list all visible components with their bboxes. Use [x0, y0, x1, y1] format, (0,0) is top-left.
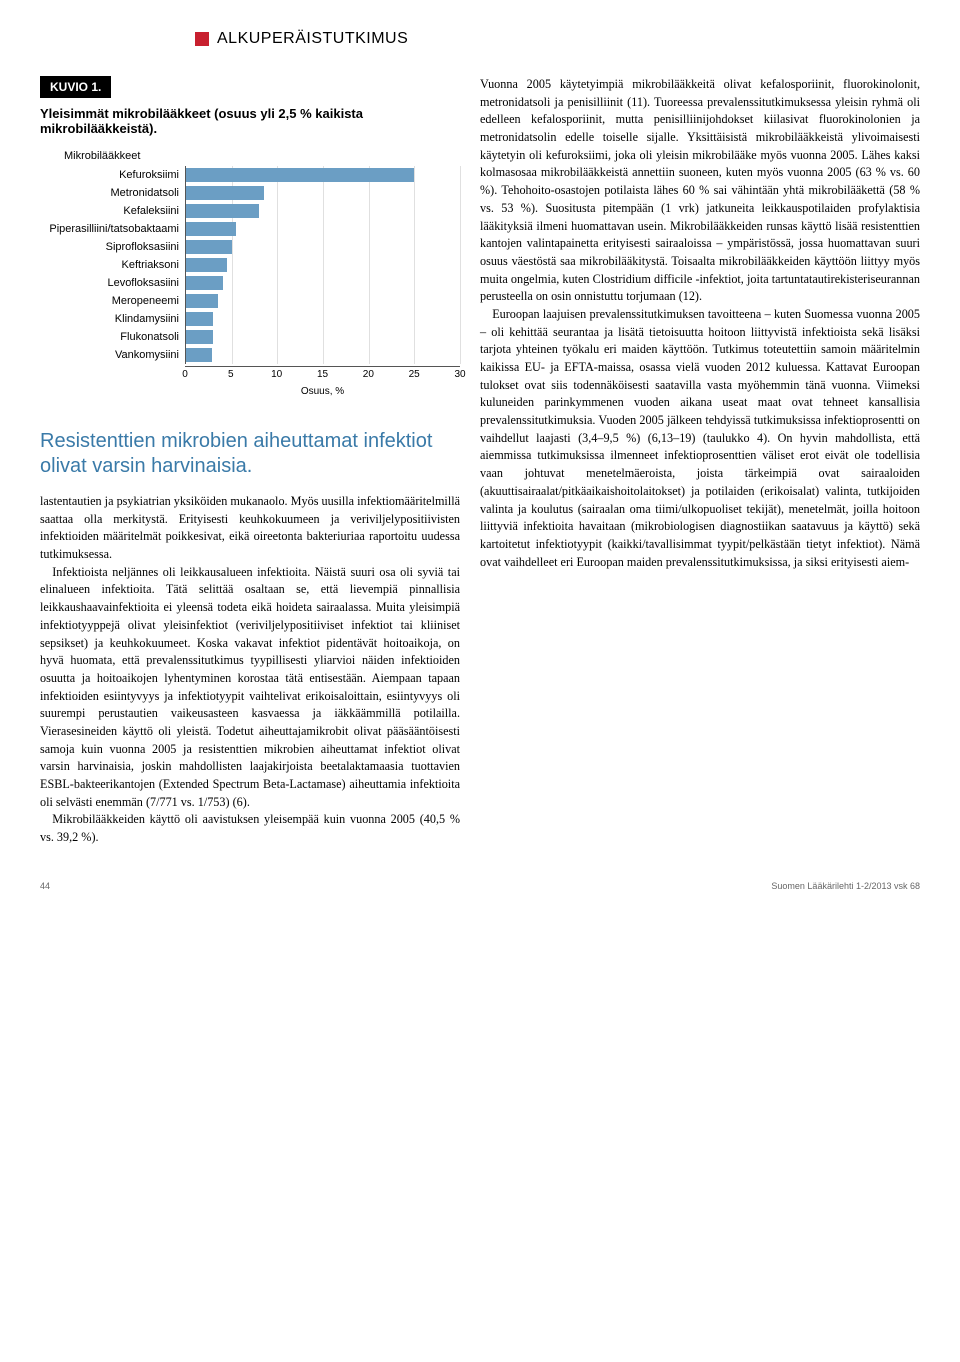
chart-plot-area — [185, 220, 460, 238]
x-axis-label: Osuus, % — [185, 386, 460, 397]
chart-bar — [186, 258, 227, 272]
chart-bar — [186, 294, 218, 308]
chart-bar — [186, 204, 259, 218]
chart-category-label: Klindamysiini — [40, 313, 185, 325]
chart-ticks: 051015202530 — [185, 366, 460, 384]
chart-bar — [186, 168, 414, 182]
page-category: ALKUPERÄISTUTKIMUS — [217, 30, 408, 48]
chart-category-label: Flukonatsoli — [40, 331, 185, 343]
left-p3: Mikrobilääkkeiden käyttö oli aavistuksen… — [40, 811, 460, 846]
chart-category-label: Metronidatsoli — [40, 187, 185, 199]
chart-plot-area — [185, 256, 460, 274]
chart-tick: 10 — [271, 369, 282, 380]
chart-row: Kefaleksiini — [40, 202, 460, 220]
chart-category-label: Meropeneemi — [40, 295, 185, 307]
right-column: Vuonna 2005 käytetyimpiä mikrobilääkkeit… — [480, 76, 920, 847]
left-p1: lastentautien ja psykiatrian yksiköiden … — [40, 493, 460, 564]
chart-row: Klindamysiini — [40, 310, 460, 328]
chart-tick: 15 — [317, 369, 328, 380]
chart-tick: 0 — [182, 369, 188, 380]
chart-bar — [186, 312, 213, 326]
left-body-text: lastentautien ja psykiatrian yksiköiden … — [40, 493, 460, 847]
bar-chart: Mikrobilääkkeet Kefuroksiimi Metronidatso… — [40, 150, 460, 397]
chart-plot-area — [185, 310, 460, 328]
figure-label: KUVIO 1. — [40, 76, 111, 98]
chart-row: Metronidatsoli — [40, 184, 460, 202]
chart-axis: 051015202530 — [40, 366, 460, 384]
chart-plot-area — [185, 202, 460, 220]
chart-bar — [186, 240, 232, 254]
left-p2: Infektioista neljännes oli leikkausaluee… — [40, 564, 460, 812]
chart-plot-area — [185, 346, 460, 364]
header-marker — [195, 32, 209, 46]
chart-bar — [186, 186, 264, 200]
left-column: KUVIO 1. Yleisimmät mikrobilääkkeet (osu… — [40, 76, 460, 847]
chart-row: Piperasilliini/tatsobaktaami — [40, 220, 460, 238]
chart-plot-area — [185, 184, 460, 202]
chart-plot-area — [185, 328, 460, 346]
chart-row: Flukonatsoli — [40, 328, 460, 346]
right-p1: Vuonna 2005 käytetyimpiä mikrobilääkkeit… — [480, 76, 920, 306]
chart-category-label: Kefuroksiimi — [40, 169, 185, 181]
chart-tick: 5 — [228, 369, 234, 380]
chart-bar — [186, 348, 212, 362]
right-body-text: Vuonna 2005 käytetyimpiä mikrobilääkkeit… — [480, 76, 920, 571]
chart-category-label: Vankomysiini — [40, 349, 185, 361]
content-grid: KUVIO 1. Yleisimmät mikrobilääkkeet (osu… — [40, 76, 920, 847]
figure-title: Yleisimmät mikrobilääkkeet (osuus yli 2,… — [40, 106, 460, 136]
chart-subheader: Mikrobilääkkeet — [64, 150, 460, 162]
chart-rows: Kefuroksiimi Metronidatsoli Kefaleksiini Pi… — [40, 166, 460, 364]
right-p2: Euroopan laajuisen prevalenssitutkimukse… — [480, 306, 920, 571]
figure-box: KUVIO 1. Yleisimmät mikrobilääkkeet (osu… — [40, 76, 460, 397]
chart-tick: 30 — [454, 369, 465, 380]
chart-plot-area — [185, 238, 460, 256]
chart-category-label: Kefaleksiini — [40, 205, 185, 217]
chart-row: Keftriaksoni — [40, 256, 460, 274]
page-number: 44 — [40, 881, 50, 891]
chart-category-label: Levofloksasiini — [40, 277, 185, 289]
chart-bar — [186, 330, 213, 344]
chart-plot-area — [185, 166, 460, 184]
chart-tick: 20 — [363, 369, 374, 380]
chart-tick: 25 — [409, 369, 420, 380]
chart-category-label: Piperasilliini/tatsobaktaami — [40, 223, 185, 235]
journal-ref: Suomen Lääkärilehti 1-2/2013 vsk 68 — [771, 881, 920, 891]
pullquote: Resistenttien mikrobien aiheuttamat infe… — [40, 429, 460, 479]
chart-bar — [186, 222, 236, 236]
chart-row: Vankomysiini — [40, 346, 460, 364]
chart-row: Levofloksasiini — [40, 274, 460, 292]
chart-row: Meropeneemi — [40, 292, 460, 310]
chart-row: Siprofloksasiini — [40, 238, 460, 256]
chart-category-label: Siprofloksasiini — [40, 241, 185, 253]
chart-plot-area — [185, 292, 460, 310]
chart-plot-area — [185, 274, 460, 292]
page-header: ALKUPERÄISTUTKIMUS — [195, 30, 920, 48]
chart-category-label: Keftriaksoni — [40, 259, 185, 271]
chart-row: Kefuroksiimi — [40, 166, 460, 184]
chart-bar — [186, 276, 223, 290]
page-footer: 44 Suomen Lääkärilehti 1-2/2013 vsk 68 — [40, 875, 920, 891]
